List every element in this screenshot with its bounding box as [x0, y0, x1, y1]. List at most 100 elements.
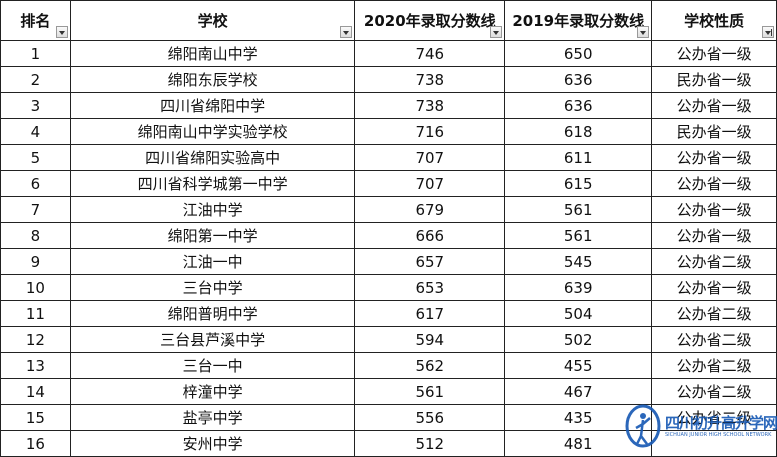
column-header-text: 学校性质	[684, 12, 745, 30]
filter-button[interactable]	[762, 26, 774, 38]
table-cell: 公办省一级	[651, 144, 777, 171]
table-cell: 公办省二级	[651, 326, 777, 353]
table-cell: 618	[504, 118, 653, 145]
filter-button[interactable]	[340, 26, 353, 38]
table-cell: 636	[504, 92, 653, 119]
column-header-text: 2019年录取分数线	[512, 12, 645, 30]
column-header-text: 学校	[197, 12, 228, 30]
table-cell: 公办省二级	[651, 352, 777, 379]
table-cell: 679	[354, 196, 506, 223]
table-cell: 3	[0, 92, 71, 119]
table-cell: 455	[504, 352, 653, 379]
table-cell: 8	[0, 222, 71, 249]
table-cell: 安州中学	[69, 430, 356, 457]
table-cell: 502	[504, 326, 653, 353]
table-cell: 666	[354, 222, 506, 249]
table-cell	[651, 430, 777, 457]
table-row: 14 梓潼中学 561 467 公办省二级	[0, 378, 777, 405]
table-cell: 467	[504, 378, 653, 405]
table-cell: 561	[354, 378, 506, 405]
table-cell: 636	[504, 66, 653, 93]
watermark: 四川初升高升学网 SICHUAN JUNIOR HIGH SCHOOL NETW…	[623, 402, 777, 452]
table-row: 12 三台县芦溪中学 594 502 公办省二级	[0, 326, 777, 353]
table-cell: 公办省二级	[651, 378, 777, 405]
table-cell: 707	[354, 170, 506, 197]
table-cell: 三台县芦溪中学	[69, 326, 356, 353]
table-cell: 639	[504, 274, 653, 301]
table-cell: 5	[0, 144, 71, 171]
table-cell: 650	[504, 40, 653, 67]
table-cell: 617	[354, 300, 506, 327]
table-cell: 绵阳东辰学校	[69, 66, 356, 93]
table-cell: 7	[0, 196, 71, 223]
table-cell: 三台中学	[69, 274, 356, 301]
table-cell: 公办省一级	[651, 196, 777, 223]
column-header-text: 排名	[20, 12, 51, 30]
table-cell: 江油中学	[69, 196, 356, 223]
table-row: 13 三台一中 562 455 公办省二级	[0, 352, 777, 379]
column-header: 排名	[0, 0, 71, 41]
table-cell: 公办省二级	[651, 404, 777, 431]
table-cell: 611	[504, 144, 653, 171]
table-row: 2 绵阳东辰学校 738 636 民办省一级	[0, 66, 777, 93]
table-cell: 562	[354, 352, 506, 379]
table-row: 8 绵阳第一中学 666 561 公办省一级	[0, 222, 777, 249]
table-cell: 504	[504, 300, 653, 327]
table-cell: 10	[0, 274, 71, 301]
table-cell: 738	[354, 92, 506, 119]
table-row: 1 绵阳南山中学 746 650 公办省一级	[0, 40, 777, 67]
table-cell: 512	[354, 430, 506, 457]
table-cell: 公办省一级	[651, 92, 777, 119]
table-cell: 716	[354, 118, 506, 145]
table-row: 4 绵阳南山中学实验学校 716 618 民办省一级	[0, 118, 777, 145]
column-header: 2020年录取分数线	[354, 0, 506, 41]
table-cell: 1	[0, 40, 71, 67]
table-cell: 6	[0, 170, 71, 197]
table-row: 9 江油一中 657 545 公办省二级	[0, 248, 777, 275]
table-cell: 594	[354, 326, 506, 353]
watermark-logo	[625, 404, 661, 448]
filter-button[interactable]	[490, 26, 503, 38]
table-cell: 四川省绵阳实验高中	[69, 144, 356, 171]
table-cell: 9	[0, 248, 71, 275]
table-row: 3 四川省绵阳中学 738 636 公办省一级	[0, 92, 777, 119]
column-header: 学校性质	[651, 0, 777, 41]
table-cell: 公办省一级	[651, 274, 777, 301]
table-cell: 公办省一级	[651, 170, 777, 197]
filter-button[interactable]	[55, 26, 68, 38]
table-row: 5 四川省绵阳实验高中 707 611 公办省一级	[0, 144, 777, 171]
table-cell: 公办省二级	[651, 300, 777, 327]
table-cell: 11	[0, 300, 71, 327]
table-cell: 盐亭中学	[69, 404, 356, 431]
filter-button[interactable]	[637, 26, 650, 38]
table-cell: 13	[0, 352, 71, 379]
table-cell: 梓潼中学	[69, 378, 356, 405]
table-cell: 746	[354, 40, 506, 67]
watermark-subtitle: SICHUAN JUNIOR HIGH SCHOOL NETWORK	[665, 432, 772, 438]
table-row: 7 江油中学 679 561 公办省一级	[0, 196, 777, 223]
table-cell: 公办省一级	[651, 222, 777, 249]
table-cell: 绵阳南山中学	[69, 40, 356, 67]
table-row: 11 绵阳普明中学 617 504 公办省二级	[0, 300, 777, 327]
table-cell: 16	[0, 430, 71, 457]
table-cell: 四川省科学城第一中学	[69, 170, 356, 197]
table-cell: 民办省一级	[651, 66, 777, 93]
table-cell: 绵阳第一中学	[69, 222, 356, 249]
table-cell: 556	[354, 404, 506, 431]
table-row: 10 三台中学 653 639 公办省一级	[0, 274, 777, 301]
table-cell: 民办省一级	[651, 118, 777, 145]
table-cell: 738	[354, 66, 506, 93]
table-cell: 4	[0, 118, 71, 145]
table-row: 16 安州中学 512 481	[0, 430, 777, 457]
table-cell: 14	[0, 378, 71, 405]
table-cell: 15	[0, 404, 71, 431]
column-header-text: 2020年录取分数线	[363, 12, 496, 30]
table-cell: 公办省二级	[651, 248, 777, 275]
table-body: 1 绵阳南山中学 746 650 公办省一级 2 绵阳东辰学校 738 636 民办省一级 3 四川省…	[0, 40, 777, 457]
table-row: 6 四川省科学城第一中学 707 615 公办省一级	[0, 170, 777, 197]
table-cell: 公办省一级	[651, 40, 777, 67]
table-cell: 707	[354, 144, 506, 171]
table-cell: 615	[504, 170, 653, 197]
